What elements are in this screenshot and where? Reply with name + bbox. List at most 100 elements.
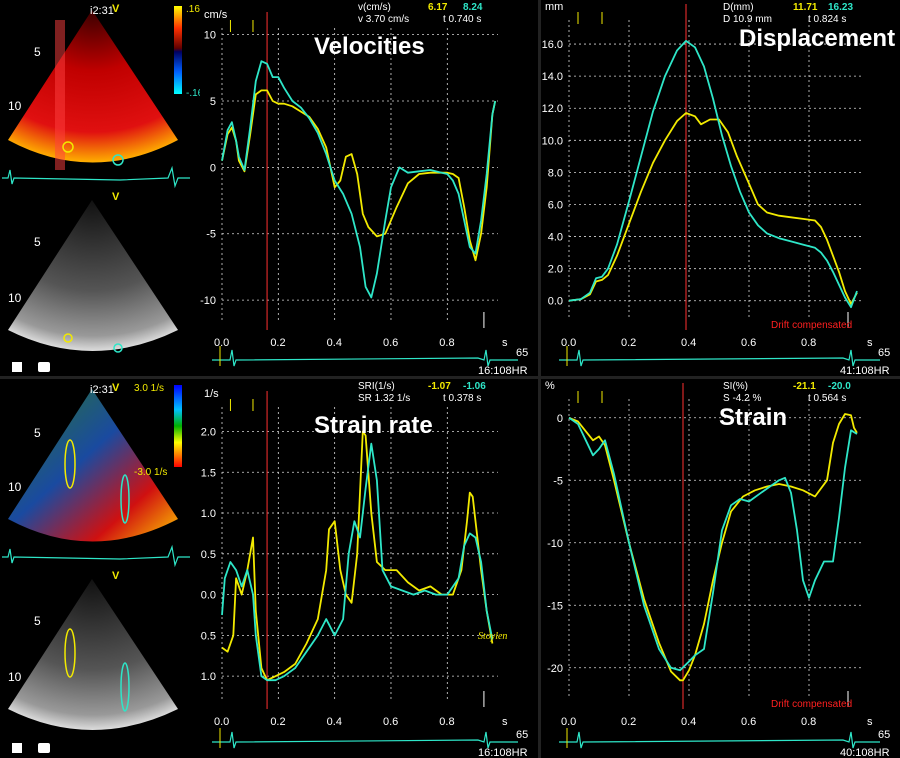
y-tick-label: 6.0 xyxy=(548,199,563,211)
y-tick-label: 2.0 xyxy=(201,426,216,438)
echo-strip-bottom: i2:31 V 5 10 3.0 1/s -3.0 1/s V 5 10 xyxy=(2,382,190,753)
author-signature: Stoylen xyxy=(478,631,507,642)
ecg-trace-top-echo xyxy=(2,165,190,189)
y-tick-label: 0.0 xyxy=(201,590,216,602)
echo-time-bottom: i2:31 xyxy=(90,384,114,396)
echo-depth-5-top: 5 xyxy=(34,45,41,59)
x-tick-label: 0.8 xyxy=(801,337,816,349)
header-cursor-value: D 10.9 mm xyxy=(723,14,772,25)
header-value-yellow: 6.17 xyxy=(428,2,448,13)
panel-title: Velocities xyxy=(314,33,425,60)
x-tick-label: 0.6 xyxy=(383,337,398,349)
header-value-yellow: 11.71 xyxy=(793,2,818,13)
x-tick-label: 0.8 xyxy=(801,716,816,728)
y-tick-label: 16.0 xyxy=(542,39,563,51)
x-tick-label: 0.2 xyxy=(621,716,636,728)
x-tick-label: 0.4 xyxy=(681,337,696,349)
tool-icon-pen-bottom[interactable] xyxy=(12,743,22,753)
tool-icon-pen[interactable] xyxy=(12,362,22,372)
panel-strain-rate: SRI(1/s) -1.07 -1.06 SR 1.32 1/s t 0.378 s 1/… xyxy=(200,379,538,758)
header-metric-label: SI(%) xyxy=(723,381,748,392)
panel-velocities: v(cm/s) 6.17 8.24 v 3.70 cm/s t 0.740 s cm/s 0… xyxy=(200,0,538,376)
header-metric-label: SRI(1/s) xyxy=(358,381,395,392)
y-tick-label: 0.0 xyxy=(548,296,563,308)
echo-depth-10-bottom: 10 xyxy=(8,480,22,494)
x-tick-label: 0.4 xyxy=(327,337,342,349)
heart-rate-value: 65 xyxy=(516,729,528,741)
y-tick-label: 8.0 xyxy=(548,167,563,179)
heart-rate-value: 65 xyxy=(878,729,890,741)
y-tick-label: -20 xyxy=(547,663,563,675)
series-line-cyan xyxy=(568,40,858,309)
drift-compensated-label: Drift compensated xyxy=(771,320,852,331)
echo-v-marker-gray-top: V xyxy=(112,191,120,203)
series-line-cyan xyxy=(221,442,494,682)
echo-depth-10-gray-top: 10 xyxy=(8,291,22,305)
y-tick-label: -10 xyxy=(547,538,563,550)
y-tick-label: -1.0 xyxy=(200,671,216,683)
x-unit-label: s xyxy=(502,337,508,349)
header-cursor-time: t 0.564 s xyxy=(808,393,846,404)
heart-rate-value: 65 xyxy=(516,347,528,359)
y-tick-label: 12.0 xyxy=(542,103,563,115)
roi-yellow-top xyxy=(62,141,74,153)
echo-v-marker-bottom: V xyxy=(112,382,120,394)
x-unit-label: s xyxy=(502,716,508,728)
roi-yellow-gray-top xyxy=(63,333,73,343)
series-line-yellow xyxy=(221,430,494,682)
y-tick-label: 0 xyxy=(210,162,216,174)
x-tick-label: 0.6 xyxy=(741,716,756,728)
y-unit-label: % xyxy=(545,380,555,392)
y-tick-label: 1.5 xyxy=(201,467,216,479)
x-tick-label: 0.0 xyxy=(561,337,576,349)
echo-depth-10-gray-bottom: 10 xyxy=(8,670,22,684)
tool-icon-link-bottom[interactable] xyxy=(38,743,50,753)
sr-sector-image xyxy=(8,389,178,542)
x-tick-label: 0.0 xyxy=(561,716,576,728)
x-tick-label: 0.6 xyxy=(383,716,398,728)
roi-cyan-sr xyxy=(120,474,130,524)
y-unit-label: mm xyxy=(545,1,563,13)
sr-colorbar-bottom-label: -3.0 1/s xyxy=(134,467,167,478)
header-value-cyan: -1.06 xyxy=(463,381,486,392)
echo-v-marker-top: V xyxy=(112,3,120,15)
panel-title: Strain xyxy=(719,404,787,431)
roi-yellow-sr xyxy=(64,439,76,489)
y-tick-label: 2.0 xyxy=(548,264,563,276)
x-tick-label: 0.2 xyxy=(270,716,285,728)
echo-time-top: i2:31 xyxy=(90,5,114,17)
echo-depth-10-top: 10 xyxy=(8,99,22,113)
series-line-yellow xyxy=(568,112,858,305)
header-value-yellow: -1.07 xyxy=(428,381,451,392)
heart-rate-info: 16:108HR xyxy=(478,365,528,376)
header-metric-label: v(cm/s) xyxy=(358,2,391,13)
y-tick-label: 10.0 xyxy=(542,135,563,147)
header-cursor-value: S -4.2 % xyxy=(723,393,761,404)
series-line-yellow xyxy=(221,89,497,262)
y-tick-label: -0.5 xyxy=(200,630,216,642)
x-tick-label: 0.6 xyxy=(741,337,756,349)
y-tick-label: 0 xyxy=(557,413,563,425)
series-line-yellow xyxy=(568,413,858,682)
drift-compensated-label: Drift compensated xyxy=(771,699,852,710)
tool-icon-link[interactable] xyxy=(38,362,50,372)
x-tick-label: 0.0 xyxy=(214,716,229,728)
bmode-sector-image xyxy=(8,200,178,351)
roi-cyan-top xyxy=(112,154,124,166)
header-value-yellow: -21.1 xyxy=(793,381,816,392)
y-tick-label: -5 xyxy=(553,475,563,487)
y-tick-label: 14.0 xyxy=(542,71,563,83)
echo-depth-5-bottom: 5 xyxy=(34,426,41,440)
x-tick-label: 0.8 xyxy=(439,337,454,349)
y-tick-label: -10 xyxy=(200,295,216,307)
sr-colorbar-top-label: 3.0 1/s xyxy=(134,383,164,394)
heart-rate-info: 16:108HR xyxy=(478,747,528,758)
header-value-cyan: 8.24 xyxy=(463,2,483,13)
header-metric-label: D(mm) xyxy=(723,2,754,13)
header-cursor-time: t 0.824 s xyxy=(808,14,846,25)
y-tick-label: 10 xyxy=(204,30,216,42)
x-unit-label: s xyxy=(867,337,873,349)
ecg-trace xyxy=(559,349,880,367)
x-tick-label: 0.4 xyxy=(327,716,342,728)
colorbar-top-label: .16 xyxy=(186,4,200,15)
